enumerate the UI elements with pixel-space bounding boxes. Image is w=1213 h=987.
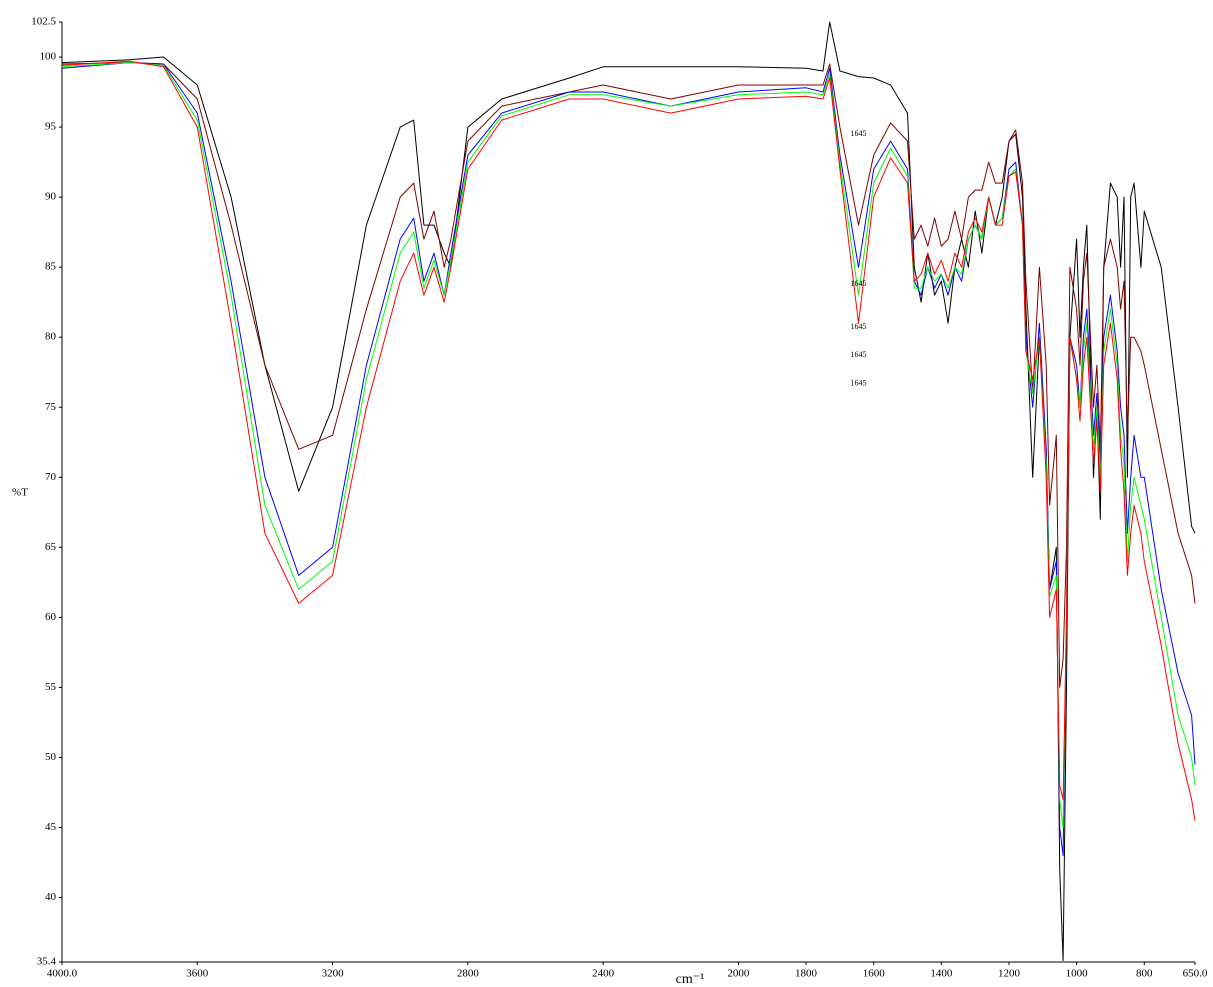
- y-tick-label: 55: [45, 681, 57, 693]
- y-tick-label: 90: [45, 191, 57, 203]
- y-tick-label: 65: [45, 541, 57, 553]
- y-tick-label: 45: [45, 821, 57, 833]
- x-tick-label: 2000: [727, 968, 750, 980]
- x-tick-label: 4000.0: [47, 968, 78, 980]
- y-tick-label: 100: [40, 51, 57, 63]
- y-tick-label: 60: [45, 611, 57, 623]
- spectrum-line: [61, 60, 1196, 821]
- x-tick-label: 2400: [592, 968, 615, 980]
- x-tick-label: 650.0: [1183, 968, 1208, 980]
- peak-annotation: 1645: [850, 378, 866, 387]
- spectrum-line: [61, 21, 1196, 962]
- y-tick-label: 35.4: [37, 956, 57, 968]
- peak-annotation: 1645: [850, 129, 866, 138]
- x-tick-label: 800: [1136, 968, 1153, 980]
- spectrum-line: [61, 62, 1196, 688]
- y-tick-label: 85: [45, 261, 57, 273]
- spectrum-line: [61, 62, 1196, 828]
- y-tick-label: 80: [45, 331, 57, 343]
- x-tick-label: 1600: [863, 968, 886, 980]
- spectrum-line: [61, 62, 1196, 856]
- x-axis-label: cm⁻¹: [676, 972, 705, 987]
- y-tick-label: 40: [45, 891, 57, 903]
- x-tick-label: 1800: [795, 968, 818, 980]
- y-tick-label: 102.5: [31, 16, 56, 28]
- x-tick-label: 3600: [186, 968, 209, 980]
- x-tick-label: 1200: [998, 968, 1021, 980]
- peak-annotation: 1645: [850, 279, 866, 288]
- y-tick-label: 75: [45, 401, 57, 413]
- peak-annotation: 1645: [850, 322, 866, 331]
- y-tick-label: 95: [45, 121, 57, 133]
- x-tick-label: 3200: [322, 968, 345, 980]
- peak-annotation: 1645: [850, 350, 866, 359]
- y-tick-label: 70: [45, 471, 57, 483]
- x-tick-label: 2800: [457, 968, 480, 980]
- y-axis-label: %T: [12, 487, 28, 499]
- y-tick-label: 50: [45, 751, 57, 763]
- x-tick-label: 1400: [930, 968, 953, 980]
- x-tick-label: 1000: [1066, 968, 1089, 980]
